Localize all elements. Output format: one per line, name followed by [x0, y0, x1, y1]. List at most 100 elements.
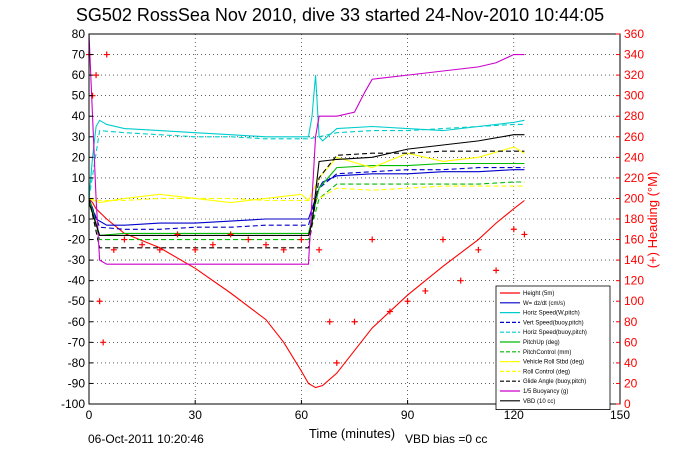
y-left-tick-label: 40	[72, 109, 86, 123]
series-1-5-buoyancy-g	[88, 33, 525, 265]
x-tick-label: 0	[86, 408, 93, 422]
series-vert-speed-buoy-pitch	[88, 167, 525, 230]
legend-entry: Roll Control (deg)	[523, 369, 570, 375]
heading-point	[174, 231, 181, 238]
y-left-tick-label: -10	[68, 212, 86, 226]
y-left-tick-label: 0	[78, 191, 85, 205]
legend-entry: Horiz Speed(W,pitch)	[523, 311, 580, 317]
y-left-tick-label: -90	[68, 376, 86, 390]
series-horiz-speed-w-pitch	[88, 75, 525, 199]
footer-timestamp: 06-Oct-2011 10:20:46	[88, 432, 204, 446]
heading-point	[139, 241, 146, 248]
x-tick-label: 120	[504, 408, 524, 422]
legend-entry: Horiz Speed(buoy,pitch)	[523, 330, 587, 336]
heading-point	[493, 267, 500, 274]
y-right-tick-label: 360	[624, 27, 644, 41]
y-right-tick-label: 40	[624, 356, 638, 370]
series-roll-control-deg	[88, 185, 525, 202]
y-axis-left: 80 70 60 50 40 30 20 10 0 -10 -20 -30 -40 -50 -60 -70 -8…	[61, 27, 93, 411]
series-height-5m	[88, 198, 525, 389]
series-vbd-10-cc	[88, 134, 525, 236]
y-left-tick-label: -40	[68, 274, 86, 288]
x-tick-label: 150	[610, 408, 630, 422]
series-vehicle-roll-stbd-deg	[88, 146, 525, 204]
y-right-tick-label: 320	[624, 68, 644, 82]
y-left-tick-label: -80	[68, 356, 86, 370]
footer-vbd-bias: VBD bias =0 cc	[405, 432, 487, 446]
y-right-tick-label: 220	[624, 171, 644, 185]
series-glide-angle-buoy-pitch	[88, 150, 525, 249]
legend-entry: Glide Angle (buoy,pitch)	[523, 379, 586, 385]
heading-point	[333, 359, 340, 366]
x-tick-label: 60	[295, 408, 309, 422]
heading-point	[209, 241, 216, 248]
heading-point	[326, 318, 333, 325]
y-left-tick-label: -50	[68, 294, 86, 308]
legend-entry: PitchUp (deg)	[523, 340, 560, 346]
heading-point	[121, 236, 128, 243]
y-left-tick-label: 70	[72, 48, 86, 62]
series-horiz-speed-buoy-pitch	[88, 123, 525, 199]
series-pitchcontrol-mm	[88, 181, 525, 241]
y-right-tick-label: 160	[624, 233, 644, 247]
heading-point	[369, 236, 376, 243]
heading-point	[298, 236, 305, 243]
y-right-tick-label: 180	[624, 212, 644, 226]
y-left-tick-label: 10	[72, 171, 86, 185]
series-w-dz-dt-cm-s	[88, 169, 525, 226]
heading-point	[93, 72, 100, 79]
y-left-tick-label: -70	[68, 335, 86, 349]
y-left-tick-label: 80	[72, 27, 86, 41]
heading-point	[100, 339, 107, 346]
heading-point	[386, 308, 393, 315]
y-right-tick-label: 120	[624, 274, 644, 288]
y-left-tick-label: 60	[72, 68, 86, 82]
y-right-tick-label: 20	[624, 376, 638, 390]
legend: Height (5m) W= dz/dt (cm/s) Horiz Speed(W,…	[495, 285, 611, 410]
heading-point	[96, 298, 103, 305]
heading-point	[110, 246, 117, 253]
series-layer	[86, 33, 528, 389]
y-right-tick-label: 300	[624, 89, 644, 103]
heading-point	[156, 246, 163, 253]
y-right-tick-label: 80	[624, 315, 638, 329]
heading-point	[192, 246, 199, 253]
y-axis-right-label: (+) Heading (°M)	[645, 172, 660, 269]
legend-entry: 1/5 Buoyancy (g)	[523, 389, 568, 395]
legend-entry: VBD (10 cc)	[523, 399, 555, 405]
y-right-tick-label: 260	[624, 130, 644, 144]
legend-entry: Height (5m)	[523, 291, 554, 297]
y-right-tick-label: 0	[624, 397, 631, 411]
y-axis-right: 3603403203002802602402202001801601401201…	[616, 27, 644, 411]
x-axis-label: Time (minutes)	[309, 426, 395, 441]
y-right-tick-label: 240	[624, 150, 644, 164]
y-left-tick-label: -30	[68, 253, 86, 267]
y-right-tick-label: 280	[624, 109, 644, 123]
heading-point	[475, 246, 482, 253]
legend-entry: PitchControl (mm)	[523, 350, 571, 356]
y-right-tick-label: 140	[624, 253, 644, 267]
legend-box	[495, 285, 611, 410]
y-left-tick-label: 20	[72, 150, 86, 164]
heading-point	[227, 231, 234, 238]
y-left-tick-label: -20	[68, 233, 86, 247]
legend-entry: Vert Speed(buoy,pitch)	[523, 320, 584, 326]
legend-entry: Vehicle Roll Stbd (deg)	[523, 360, 584, 366]
legend-entry: W= dz/dt (cm/s)	[523, 301, 565, 307]
x-tick-label: 30	[189, 408, 203, 422]
series-heading-m	[86, 51, 528, 366]
heading-point	[422, 287, 429, 294]
heading-point	[521, 231, 528, 238]
y-right-tick-label: 60	[624, 335, 638, 349]
heading-point	[245, 236, 252, 243]
heading-point	[440, 236, 446, 243]
y-left-tick-label: -100	[61, 397, 85, 411]
y-left-tick-label: -60	[68, 315, 86, 329]
x-tick-label: 90	[401, 408, 415, 422]
heading-point	[103, 51, 110, 58]
y-left-tick-label: 30	[72, 130, 86, 144]
heading-point	[457, 277, 464, 284]
heading-point	[510, 226, 517, 233]
heading-point	[280, 246, 287, 253]
